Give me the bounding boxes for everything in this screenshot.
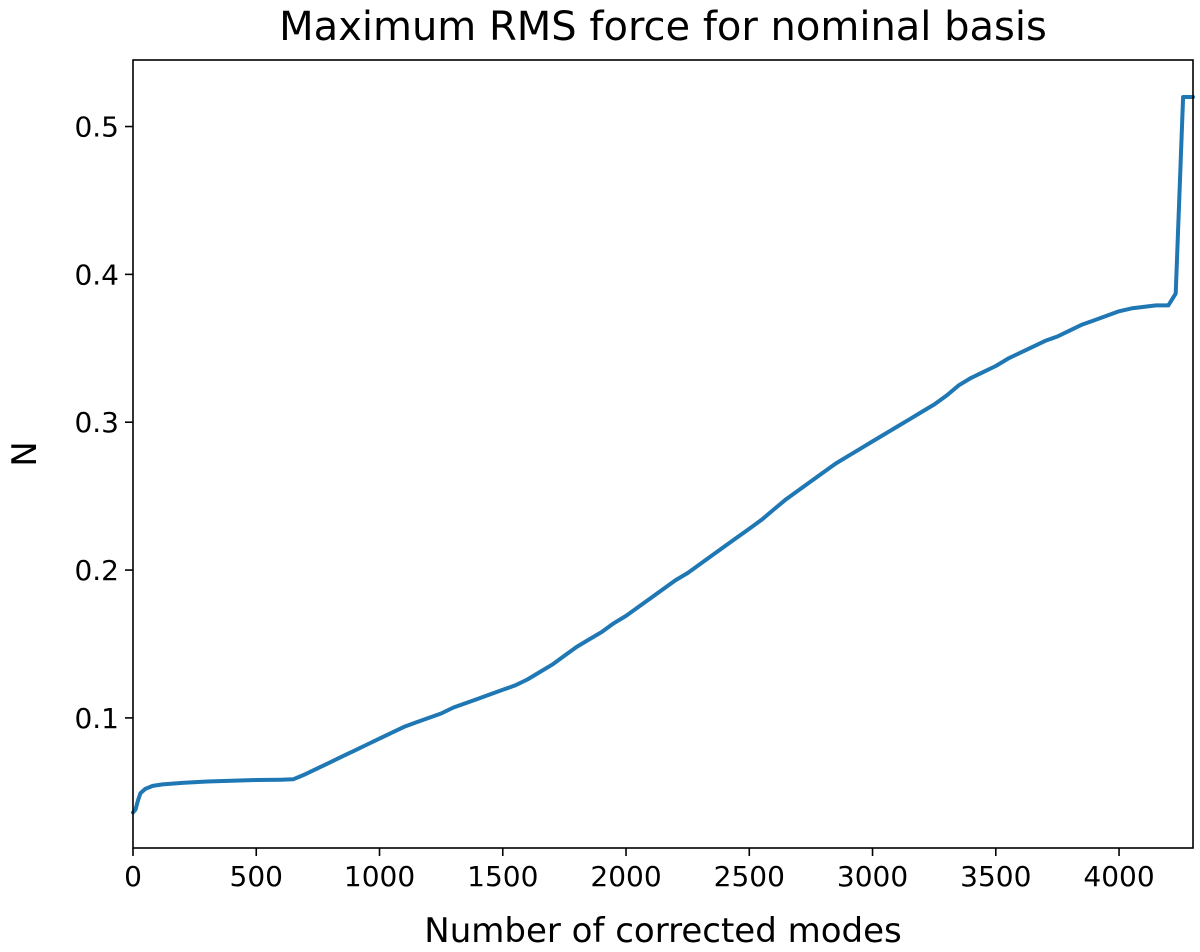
plot-frame — [132, 59, 1194, 849]
y-axis-ticks: 0.1 0.2 0.3 0.4 0.5 — [74, 111, 133, 735]
y-tick-label: 0.2 — [74, 554, 119, 587]
x-tick-label: 3500 — [960, 860, 1031, 893]
y-tick-label: 0.1 — [74, 702, 119, 735]
x-tick-label: 0 — [124, 860, 142, 893]
x-tick-label: 1500 — [467, 860, 538, 893]
x-tick-label: 2500 — [714, 860, 785, 893]
y-axis-label: N — [5, 441, 45, 466]
series-line-0 — [131, 95, 1195, 815]
series-layer — [131, 95, 1195, 815]
x-tick-label: 500 — [230, 860, 283, 893]
x-axis-ticks: 0 500 1000 1500 2000 2500 3000 3500 4000 — [124, 848, 1155, 893]
x-tick-label: 1000 — [344, 860, 415, 893]
chart-title: Maximum RMS force for nominal basis — [279, 4, 1047, 50]
x-tick-label: 2000 — [590, 860, 661, 893]
y-tick-label: 0.4 — [74, 258, 119, 291]
x-axis-label: Number of corrected modes — [424, 911, 901, 951]
x-tick-label: 3000 — [837, 860, 908, 893]
y-tick-label: 0.3 — [74, 406, 119, 439]
x-tick-label: 4000 — [1083, 860, 1154, 893]
y-tick-label: 0.5 — [74, 111, 119, 144]
